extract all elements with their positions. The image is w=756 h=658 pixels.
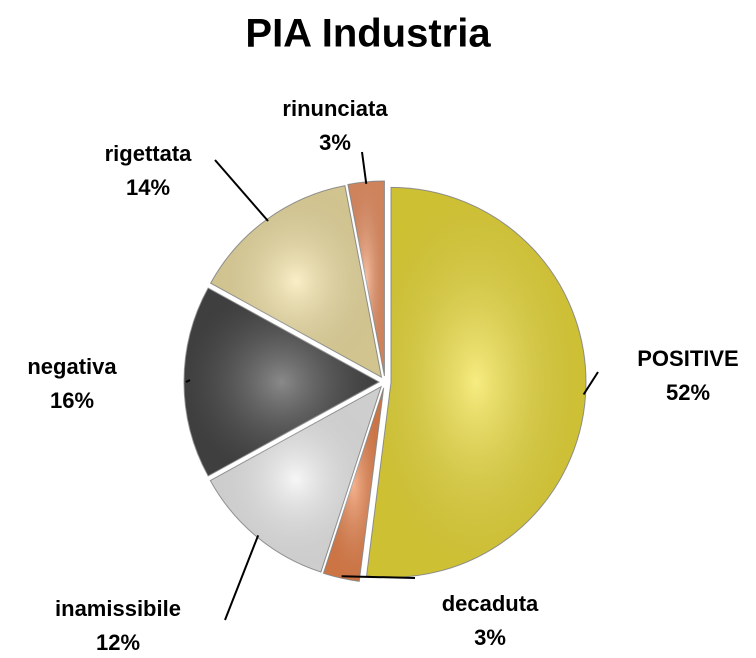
slice-value-label: 3% (319, 130, 351, 155)
slice-value-label: 16% (50, 388, 94, 413)
leader-line (341, 575, 416, 579)
slice-value-label: 12% (96, 630, 140, 655)
slice-label: inamissibile (55, 596, 181, 621)
slice-label: decaduta (442, 591, 539, 616)
slice-value-label: 3% (474, 625, 506, 650)
leader-line (582, 371, 599, 396)
slice-value-label: 52% (666, 380, 710, 405)
slice-shade (210, 185, 382, 378)
slice-shade (347, 181, 385, 377)
slice-shade (210, 386, 382, 573)
chart-title: PIA Industria (245, 12, 491, 56)
slice-shade (323, 387, 384, 582)
leader-line (224, 534, 260, 621)
slice-label: POSITIVE (637, 346, 738, 371)
slice-label: negativa (27, 354, 117, 379)
leader-line (185, 379, 191, 383)
leader-line (214, 159, 269, 222)
slice-shade (366, 187, 586, 578)
leader-line (361, 151, 368, 185)
slice-value-label: 14% (126, 175, 170, 200)
slice-label: rinunciata (282, 96, 388, 121)
slice-label: rigettata (105, 141, 193, 166)
slice-shade (183, 288, 379, 476)
